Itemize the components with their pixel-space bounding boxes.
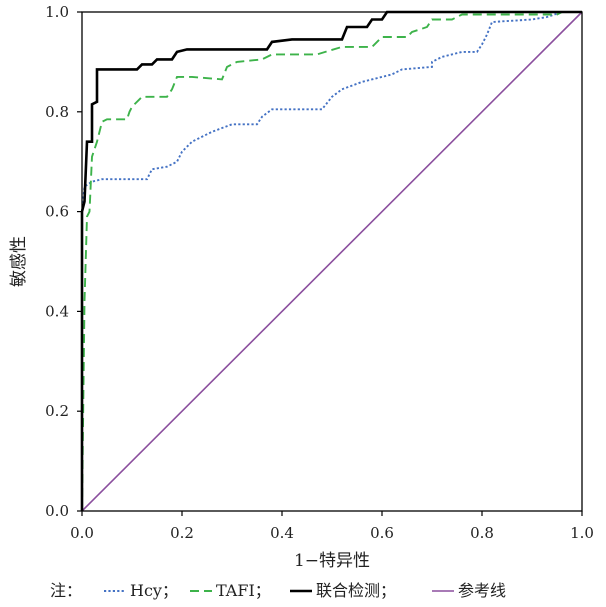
series-layer [80,10,583,512]
y-tick-label: 0.0 [45,502,69,520]
x-tick-label: 0.6 [370,524,394,542]
y-axis-title: 敏感性 [9,236,29,287]
y-tick-label: 1.0 [45,3,69,21]
x-axis-title: 1−特异性 [294,551,370,571]
y-tick-label: 0.6 [45,203,69,221]
x-tick-label: 0.2 [170,524,194,542]
series-line-ref [81,11,583,512]
legend-prefix: 注： [50,581,82,600]
legend-label-combined: 联合检测； [316,581,396,600]
legend-label-ref: 参考线 [458,581,506,600]
series-line-combined [80,10,582,511]
x-tick-label: 0.0 [70,524,94,542]
x-tick-label: 0.4 [270,524,294,542]
series-line-tafi [81,11,582,512]
legend-label-hcy: Hcy； [130,581,178,600]
y-tick-label: 0.2 [45,402,69,420]
y-tick-label: 0.8 [45,103,69,121]
legend: 注： Hcy； TAFI； 联合检测； 参考线 [50,581,506,600]
x-tick-label: 0.8 [470,524,494,542]
x-tick-label: 1.0 [570,524,594,542]
legend-label-tafi: TAFI； [216,581,271,600]
series-line-hcy [81,11,582,511]
y-tick-label: 0.4 [45,302,69,320]
ticks-layer: 0.0 0.2 0.4 0.6 0.8 1.0 0.0 0.2 0.4 0.6 0.8 1.0 [45,3,594,542]
plot-frame [81,11,583,512]
